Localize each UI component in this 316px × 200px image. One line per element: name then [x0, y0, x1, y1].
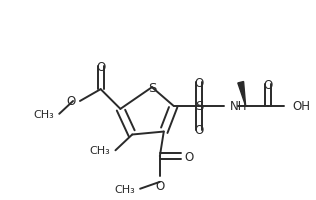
Text: O: O: [195, 123, 204, 136]
Text: CH₃: CH₃: [114, 184, 135, 194]
Text: O: O: [96, 61, 105, 74]
Text: CH₃: CH₃: [90, 146, 111, 156]
Polygon shape: [238, 82, 246, 106]
Text: NH: NH: [230, 100, 247, 113]
Text: O: O: [185, 150, 194, 163]
Text: O: O: [67, 95, 76, 108]
Text: O: O: [264, 78, 273, 91]
Text: S: S: [148, 81, 156, 94]
Text: O: O: [195, 76, 204, 89]
Text: S: S: [195, 100, 204, 113]
Text: O: O: [155, 179, 164, 192]
Text: OH: OH: [292, 100, 310, 113]
Text: CH₃: CH₃: [33, 109, 54, 119]
